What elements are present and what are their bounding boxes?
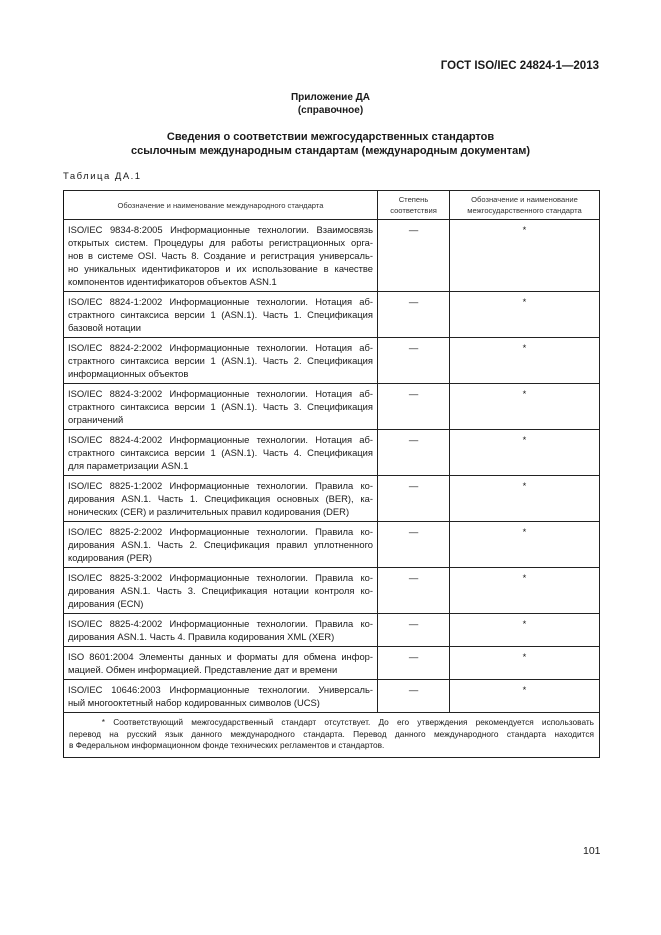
interstate-standard-cell: * xyxy=(449,383,600,430)
international-standard-cell: ISO 8601:2004 Элементы данных и форматы … xyxy=(63,646,378,680)
table-row: ISO/IEC 8825-4:2002 Информационные техно… xyxy=(63,613,600,647)
footnote-line: в Федеральном информационном фонде техни… xyxy=(69,740,385,750)
table-row: ISO/IEC 9834-8:2005 Информационные техно… xyxy=(63,219,600,292)
degree-cell: — xyxy=(377,613,450,647)
international-standard-cell: ISO/IEC 9834-8:2005 Информационные техно… xyxy=(63,219,378,292)
interstate-standard-cell: * xyxy=(449,679,600,713)
cell-text-line: компонентов идентификаторов объектов ASN… xyxy=(68,276,277,287)
cell-text-line: ISO 8601:2004 Элементы данных и форматы … xyxy=(68,651,373,662)
cell-text-line: дирования ASN.1. Часть 2. Спецификация п… xyxy=(68,539,373,550)
degree-cell: — xyxy=(377,429,450,476)
interstate-standard-cell: * xyxy=(449,337,600,384)
cell-text-line: страктного синтаксиса версии 1 (ASN.1). … xyxy=(68,309,373,320)
cell-text-line: ISO/IEC 8824-2:2002 Информационные техно… xyxy=(68,342,373,353)
table-row: ISO/IEC 8824-1:2002 Информационные техно… xyxy=(63,291,600,338)
international-standard-cell: ISO/IEC 8825-2:2002 Информационные техно… xyxy=(63,521,378,568)
international-standard-cell: ISO/IEC 10646:2003 Информационные технол… xyxy=(63,679,378,713)
international-standard-cell: ISO/IEC 8824-3:2002 Информационные техно… xyxy=(63,383,378,430)
cell-text-line: дирования ASN.1. Часть 3. Спецификация н… xyxy=(68,585,373,596)
cell-text-line: мацией. Обмен информацией. Представление… xyxy=(68,664,338,675)
table-row: ISO/IEC 8824-3:2002 Информационные техно… xyxy=(63,383,600,430)
degree-cell: — xyxy=(377,475,450,522)
document-code: ГОСТ ISO/IEC 24824-1—2013 xyxy=(440,60,599,72)
cell-text-line: ISO/IEC 8825-1:2002 Информационные техно… xyxy=(68,480,373,491)
table-row: ISO/IEC 8825-3:2002 Информационные техно… xyxy=(63,567,600,614)
table-row: ISO/IEC 8825-1:2002 Информационные техно… xyxy=(63,475,600,522)
interstate-standard-cell: * xyxy=(449,219,600,292)
table-row: ISO/IEC 10646:2003 Информационные технол… xyxy=(63,679,600,713)
cell-text-line: ISO/IEC 8824-3:2002 Информационные техно… xyxy=(68,388,373,399)
degree-cell: — xyxy=(377,219,450,292)
header-international-standard: Обозначение и наименование международног… xyxy=(63,190,378,220)
table-row: ISO/IEC 8824-4:2002 Информационные техно… xyxy=(63,429,600,476)
annex-heading: Приложение ДА (справочное) xyxy=(0,91,661,117)
page-title: Сведения о соответствии межгосударственн… xyxy=(0,130,661,158)
cell-text-line: ISO/IEC 10646:2003 Информационные технол… xyxy=(68,684,373,695)
cell-text-line: открытых систем. Процедуры для работы ре… xyxy=(68,237,373,248)
page-number: 101 xyxy=(583,845,601,857)
cell-text-line: нонических (CER) и различительных правил… xyxy=(68,506,350,517)
cell-text-line: ISO/IEC 8824-1:2002 Информационные техно… xyxy=(68,296,373,307)
interstate-standard-cell: * xyxy=(449,475,600,522)
footnote-line: перевод на русский язык данного междунар… xyxy=(69,728,594,739)
degree-cell: — xyxy=(377,383,450,430)
cell-text-line: ограничений xyxy=(68,414,124,425)
international-standard-cell: ISO/IEC 8824-2:2002 Информационные техно… xyxy=(63,337,378,384)
cell-text-line: ISO/IEC 8825-3:2002 Информационные техно… xyxy=(68,572,373,583)
table-footnote: * Соответствующий межгосударственный ста… xyxy=(63,712,600,758)
header-degree: Степень соответствия xyxy=(377,190,450,220)
degree-cell: — xyxy=(377,337,450,384)
international-standard-cell: ISO/IEC 8825-3:2002 Информационные техно… xyxy=(63,567,378,614)
table-header-row: Обозначение и наименование международног… xyxy=(63,190,600,220)
annex-title: Приложение ДА xyxy=(290,92,371,103)
interstate-standard-cell: * xyxy=(449,646,600,680)
cell-text-line: дирования (ECN) xyxy=(68,598,144,609)
degree-cell: — xyxy=(377,521,450,568)
cell-text-line: страктного синтаксиса версии 1 (ASN.1). … xyxy=(68,447,373,458)
international-standard-cell: ISO/IEC 8824-1:2002 Информационные техно… xyxy=(63,291,378,338)
cell-text-line: дирования ASN.1. Часть 1. Спецификация о… xyxy=(68,493,373,504)
table-row: ISO/IEC 8825-2:2002 Информационные техно… xyxy=(63,521,600,568)
international-standard-cell: ISO/IEC 8824-4:2002 Информационные техно… xyxy=(63,429,378,476)
degree-cell: — xyxy=(377,646,450,680)
international-standard-cell: ISO/IEC 8825-1:2002 Информационные техно… xyxy=(63,475,378,522)
cell-text-line: дирования ASN.1. Часть 4. Правила кодиро… xyxy=(68,631,335,642)
degree-cell: — xyxy=(377,679,450,713)
interstate-standard-cell: * xyxy=(449,291,600,338)
table-row: ISO 8601:2004 Элементы данных и форматы … xyxy=(63,646,600,680)
title-line-1: Сведения о соответствии межгосударственн… xyxy=(166,131,495,143)
cell-text-line: информационных объектов xyxy=(68,368,189,379)
footnote-line: * Соответствующий межгосударственный ста… xyxy=(69,717,594,727)
interstate-standard-cell: * xyxy=(449,429,600,476)
international-standard-cell: ISO/IEC 8825-4:2002 Информационные техно… xyxy=(63,613,378,647)
cell-text-line: кодирования (PER) xyxy=(68,552,153,563)
cell-text-line: ISO/IEC 8824-4:2002 Информационные техно… xyxy=(68,434,373,445)
cell-text-line: ISO/IEC 8825-4:2002 Информационные техно… xyxy=(68,618,373,629)
cell-text-line: ISO/IEC 8825-2:2002 Информационные техно… xyxy=(68,526,373,537)
header-interstate-standard: Обозначение и наименование межгосударств… xyxy=(449,190,600,220)
table-label: Таблица ДА.1 xyxy=(63,171,142,182)
annex-subtitle: (справочное) xyxy=(297,105,364,116)
interstate-standard-cell: * xyxy=(449,567,600,614)
footnote-row: * Соответствующий межгосударственный ста… xyxy=(63,712,600,758)
degree-cell: — xyxy=(377,291,450,338)
cell-text-line: базовой нотации xyxy=(68,322,142,333)
cell-text-line: но уникальных идентификаторов и их испол… xyxy=(68,263,373,274)
standards-table: Обозначение и наименование международног… xyxy=(63,190,600,758)
interstate-standard-cell: * xyxy=(449,521,600,568)
table-row: ISO/IEC 8824-2:2002 Информационные техно… xyxy=(63,337,600,384)
cell-text-line: ISO/IEC 9834-8:2005 Информационные техно… xyxy=(68,224,373,235)
title-line-2: ссылочным международным стандартам (межд… xyxy=(130,145,531,157)
cell-text-line: страктного синтаксиса версии 1 (ASN.1). … xyxy=(68,355,373,366)
cell-text-line: ный многооктетный набор кодированных сим… xyxy=(68,697,320,708)
cell-text-line: страктного синтаксиса версии 1 (ASN.1). … xyxy=(68,401,373,412)
cell-text-line: нов в системе OSI. Часть 8. Создание и р… xyxy=(68,250,373,261)
interstate-standard-cell: * xyxy=(449,613,600,647)
cell-text-line: для параметризации ASN.1 xyxy=(68,460,189,471)
degree-cell: — xyxy=(377,567,450,614)
